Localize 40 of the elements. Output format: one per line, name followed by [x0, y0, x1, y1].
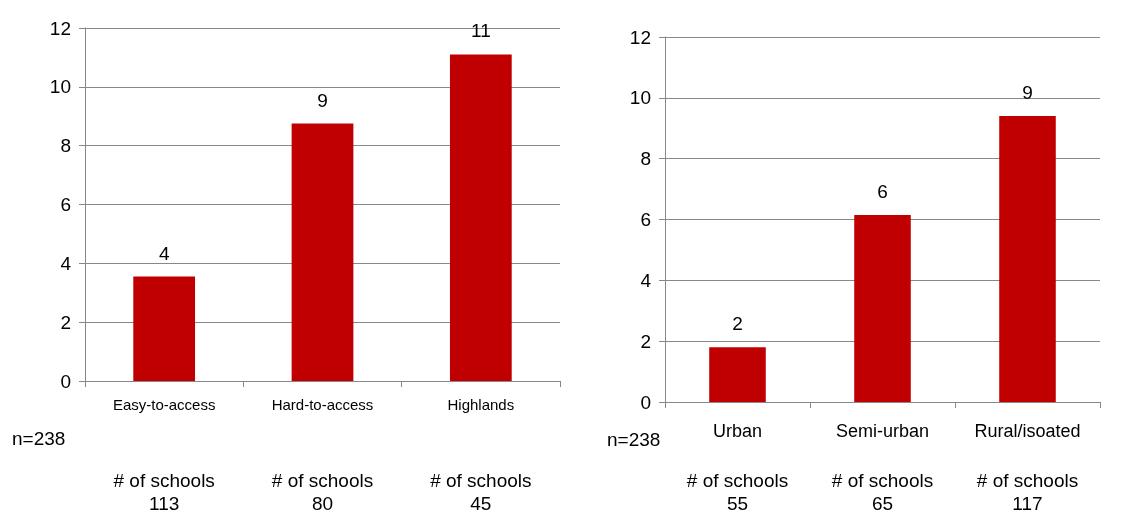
data-label: 6	[877, 180, 888, 202]
text: # of schools 45	[430, 470, 532, 514]
y-tick-label: 0	[60, 370, 71, 392]
x-tick-label: Hard-to-access	[271, 396, 374, 413]
data-label: 11	[470, 20, 491, 42]
text: # of schools 117	[976, 470, 1079, 514]
text: # of schools 55	[686, 470, 789, 514]
y-tick-label: 0	[640, 391, 651, 413]
text: # of schools 113	[113, 470, 215, 514]
x-tick-label: Semi-urban	[835, 421, 930, 441]
y-tick-label: 6	[640, 209, 651, 230]
bar	[291, 123, 354, 381]
data-label: 4	[158, 242, 170, 264]
y-tick-label: 10	[629, 87, 651, 109]
bar	[449, 54, 512, 381]
x-tick-label: Rural/isoated	[974, 421, 1081, 441]
y-tick-label: 8	[60, 135, 71, 157]
y-tick-label: 4	[60, 252, 72, 274]
data-label: 2	[732, 313, 743, 335]
y-tick-label: 12	[49, 17, 71, 39]
bar	[133, 276, 196, 381]
y-tick-label: 10	[49, 76, 71, 98]
text: n=238	[607, 429, 661, 450]
bar	[999, 116, 1056, 402]
bar	[709, 347, 766, 402]
data-label: 9	[1022, 82, 1033, 104]
y-tick-label: 2	[60, 311, 71, 333]
y-tick-label: 4	[640, 269, 652, 291]
y-tick-label: 8	[640, 148, 651, 170]
text: n=238	[12, 428, 66, 449]
data-label: 9	[317, 89, 328, 111]
y-tick-label: 12	[629, 26, 651, 48]
x-tick-label: Highlands	[447, 396, 515, 413]
bar	[854, 214, 911, 402]
y-tick-label: 2	[640, 330, 651, 352]
y-tick-label: 6	[60, 194, 71, 215]
text: # of schools 65	[831, 470, 934, 514]
x-tick-label: Urban	[712, 421, 763, 441]
text: # of schools 80	[271, 470, 374, 514]
x-tick-label: Easy-to-access	[112, 396, 216, 413]
